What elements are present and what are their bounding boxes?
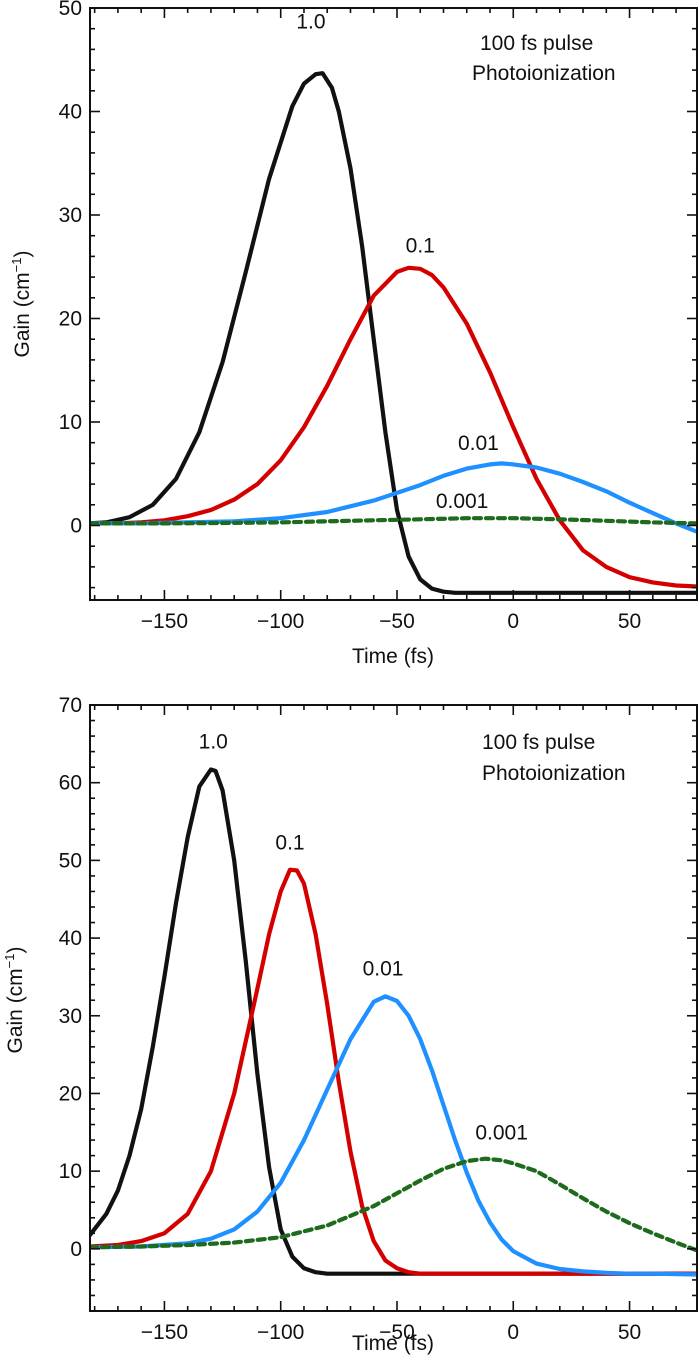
- y-axis-label-sup: −1: [9, 257, 24, 272]
- y-tick-label: 20: [59, 1082, 82, 1105]
- series-lines: [90, 71, 697, 595]
- series-line-0-001: [90, 1156, 697, 1253]
- series-label-1-0: 1.0: [296, 11, 325, 34]
- x-tick-label: −100: [257, 610, 304, 633]
- y-tick-label: 40: [59, 927, 82, 950]
- y-tick-label: 30: [59, 1005, 82, 1028]
- y-tick-label: 70: [59, 694, 82, 717]
- x-tick-label: −150: [141, 610, 188, 633]
- annotation-process: Photoionization: [482, 762, 626, 785]
- series-line-0-01: [90, 461, 697, 534]
- plot-frame: [89, 7, 698, 601]
- x-tick-label: −50: [379, 610, 415, 633]
- series-line-0-1: [90, 867, 697, 1276]
- series-label-0-01: 0.01: [458, 432, 499, 455]
- x-tick-label: −100: [257, 1321, 304, 1344]
- y-tick-label: 60: [59, 772, 82, 795]
- y-tick-label: 10: [59, 411, 82, 434]
- y-tick-label: 30: [59, 204, 82, 227]
- x-tick-label: 50: [618, 610, 641, 633]
- series-label-1-0: 1.0: [199, 731, 228, 754]
- series-label-0-001: 0.001: [436, 490, 489, 513]
- y-axis-label-close: ): [11, 250, 34, 257]
- y-tick-label: 0: [70, 514, 82, 537]
- series-line-1-0: [90, 767, 697, 1276]
- y-axis-label: Gain (cm−1): [9, 250, 34, 357]
- chart-panel-bottom: 100 fs pulse Photoionization Time (fs) G…: [2, 694, 698, 1355]
- x-tick-label: −50: [379, 1321, 415, 1344]
- y-axis-label: Gain (cm−1): [2, 946, 27, 1053]
- series-line-0-1: [90, 265, 697, 589]
- x-tick-label: 0: [507, 1321, 519, 1344]
- ticks: [90, 7, 697, 600]
- series-label-0-1: 0.1: [275, 832, 304, 855]
- x-tick-label: 0: [507, 610, 519, 633]
- x-axis-label: Time (fs): [352, 1332, 434, 1355]
- y-axis-label-main: Gain (cm: [4, 968, 27, 1053]
- y-tick-label: 10: [59, 1160, 82, 1183]
- series-label-0-1: 0.1: [406, 234, 435, 257]
- x-tick-label: −150: [141, 1321, 188, 1344]
- annotation-pulse: 100 fs pulse: [482, 731, 595, 754]
- chart-panel-top: 100 fs pulse Photoionization Time (fs) G…: [9, 0, 698, 668]
- y-tick-label: 20: [59, 307, 82, 330]
- y-tick-label: 50: [59, 849, 82, 872]
- y-axis-label-sup: −1: [2, 953, 17, 968]
- series-label-0-01: 0.01: [363, 957, 404, 980]
- series-line-0-001: [90, 516, 697, 526]
- x-tick-label: 50: [618, 1321, 641, 1344]
- series-label-0-001: 0.001: [475, 1121, 528, 1144]
- ticks: [90, 704, 697, 1312]
- annotation-pulse: 100 fs pulse: [480, 32, 593, 55]
- series-lines: [90, 767, 697, 1277]
- x-axis-label: Time (fs): [352, 645, 434, 668]
- y-tick-label: 50: [59, 0, 82, 20]
- y-axis-label-close: ): [4, 946, 27, 953]
- annotation-process: Photoionization: [472, 62, 616, 85]
- series-line-1-0: [90, 71, 697, 595]
- series-line-0-01: [90, 994, 697, 1277]
- y-tick-label: 0: [70, 1238, 82, 1261]
- plot-frame: [89, 704, 698, 1312]
- y-axis-label-main: Gain (cm: [11, 272, 34, 357]
- y-tick-label: 40: [59, 100, 82, 123]
